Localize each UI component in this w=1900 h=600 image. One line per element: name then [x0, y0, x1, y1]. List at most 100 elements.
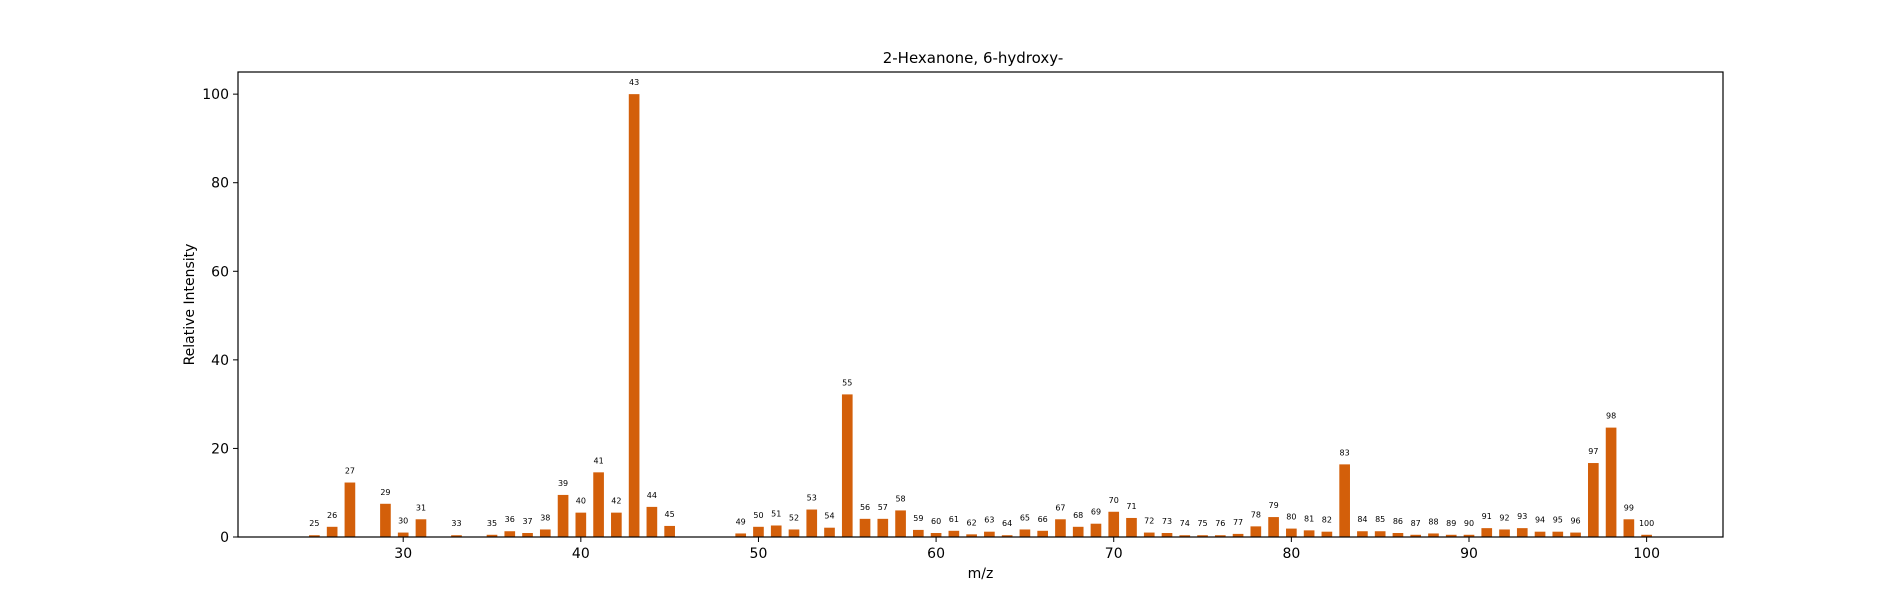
peak-label-86: 86 — [1393, 517, 1403, 526]
bar-mz-64 — [1001, 535, 1013, 537]
bar-mz-70 — [1108, 511, 1120, 537]
bar-mz-77 — [1232, 533, 1244, 537]
peak-label-80: 80 — [1286, 513, 1296, 522]
bar-mz-94 — [1534, 531, 1546, 537]
bar-mz-72 — [1143, 532, 1155, 537]
peak-label-71: 71 — [1126, 502, 1136, 511]
peak-label-65: 65 — [1020, 513, 1030, 522]
peak-label-55: 55 — [842, 378, 852, 387]
peak-label-58: 58 — [895, 494, 905, 503]
peak-label-57: 57 — [878, 503, 888, 512]
bar-mz-41 — [593, 472, 604, 537]
bar-mz-85 — [1374, 531, 1386, 537]
y-tick-label: 100 — [202, 87, 229, 103]
peak-label-37: 37 — [522, 517, 532, 526]
peak-label-41: 41 — [593, 456, 603, 465]
peak-label-97: 97 — [1588, 447, 1598, 456]
bar-mz-86 — [1392, 533, 1404, 537]
bar-mz-66 — [1037, 530, 1048, 537]
peak-label-82: 82 — [1322, 516, 1332, 525]
bar-mz-100 — [1641, 534, 1652, 537]
peak-label-49: 49 — [736, 517, 746, 526]
bar-mz-90 — [1463, 534, 1475, 537]
bar-mz-37 — [522, 533, 533, 537]
peak-label-64: 64 — [1002, 519, 1012, 528]
peak-label-69: 69 — [1091, 508, 1101, 517]
peak-label-29: 29 — [380, 488, 390, 497]
peak-label-36: 36 — [505, 515, 515, 524]
peak-label-94: 94 — [1535, 516, 1545, 525]
bar-mz-80 — [1286, 528, 1297, 537]
peak-label-31: 31 — [416, 503, 426, 512]
bar-mz-36 — [504, 531, 516, 537]
peak-label-73: 73 — [1162, 517, 1172, 526]
bar-mz-26 — [326, 526, 338, 537]
peak-label-70: 70 — [1109, 496, 1119, 505]
peak-label-63: 63 — [984, 516, 994, 525]
bar-mz-68 — [1072, 526, 1084, 537]
peak-label-78: 78 — [1251, 510, 1261, 519]
bar-mz-97 — [1588, 463, 1599, 537]
peak-label-81: 81 — [1304, 514, 1314, 523]
bar-mz-61 — [948, 530, 960, 537]
bar-mz-58 — [895, 510, 906, 537]
x-tick-label: 80 — [1282, 546, 1300, 562]
bars-layer — [309, 94, 1652, 537]
bar-mz-75 — [1197, 535, 1208, 537]
bar-mz-56 — [859, 518, 871, 537]
peak-label-53: 53 — [807, 494, 817, 503]
bar-mz-35 — [486, 534, 498, 537]
peak-label-98: 98 — [1606, 412, 1616, 421]
peak-label-51: 51 — [771, 509, 781, 518]
peak-label-96: 96 — [1570, 517, 1580, 526]
bar-mz-81 — [1303, 530, 1315, 537]
chart-title: 2-Hexanone, 6-hydroxy- — [883, 49, 1064, 67]
bar-mz-50 — [753, 526, 764, 537]
bar-mz-76 — [1214, 535, 1226, 537]
bar-mz-63 — [984, 531, 995, 537]
bar-mz-53 — [806, 509, 818, 537]
bar-mz-25 — [309, 535, 320, 537]
peak-label-99: 99 — [1624, 503, 1634, 512]
y-axis: 0 20 40 60 80 100 — [202, 87, 238, 546]
peak-label-100: 100 — [1639, 519, 1654, 528]
x-tick-label: 60 — [927, 546, 945, 562]
x-tick-label: 90 — [1460, 546, 1478, 562]
x-axis: 30 40 50 60 70 80 90 100 — [394, 537, 1660, 562]
bar-mz-44 — [646, 506, 658, 537]
peak-label-85: 85 — [1375, 515, 1385, 524]
bar-mz-93 — [1516, 528, 1528, 537]
y-tick-label: 40 — [211, 353, 229, 369]
x-tick-label: 30 — [394, 546, 412, 562]
bar-mz-69 — [1090, 523, 1102, 537]
bar-mz-82 — [1321, 531, 1333, 537]
bar-mz-27 — [344, 482, 356, 537]
bar-mz-96 — [1570, 532, 1581, 537]
y-axis-label: Relative Intensity — [182, 244, 198, 366]
peak-label-54: 54 — [824, 512, 834, 521]
peak-label-38: 38 — [540, 513, 550, 522]
bar-mz-31 — [415, 519, 427, 537]
plot-frame — [237, 71, 1724, 538]
bar-mz-38 — [539, 529, 551, 537]
peak-label-72: 72 — [1144, 517, 1154, 526]
bar-mz-79 — [1268, 517, 1279, 537]
peak-label-26: 26 — [327, 511, 337, 520]
x-tick-label: 100 — [1633, 546, 1660, 562]
y-tick-label: 0 — [220, 530, 229, 546]
peak-label-61: 61 — [949, 515, 959, 524]
x-tick-label: 70 — [1105, 546, 1123, 562]
x-tick-label: 40 — [572, 546, 590, 562]
bar-mz-78 — [1250, 526, 1262, 537]
bar-mz-33 — [451, 535, 462, 537]
bar-mz-45 — [664, 525, 675, 537]
peak-label-88: 88 — [1428, 517, 1438, 526]
peak-label-89: 89 — [1446, 519, 1456, 528]
bar-mz-67 — [1055, 519, 1066, 537]
bar-mz-83 — [1339, 464, 1350, 537]
bar-mz-49 — [735, 533, 747, 537]
peak-label-33: 33 — [451, 519, 461, 528]
bar-mz-62 — [966, 534, 977, 537]
bar-mz-55 — [841, 394, 853, 537]
